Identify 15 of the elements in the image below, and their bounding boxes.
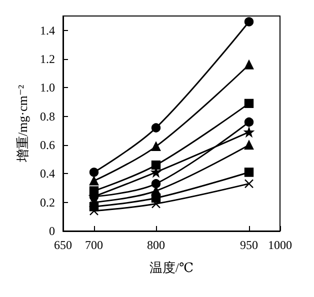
x-tick-label: 650 — [54, 238, 72, 252]
y-tick-label: 0.4 — [40, 166, 55, 181]
y-tick-label: 0.2 — [40, 195, 55, 210]
x-tick-label: 950 — [240, 238, 258, 252]
y-tick-label: 0.8 — [40, 109, 55, 124]
x-axis-title: 温度/℃ — [149, 260, 194, 275]
y-axis-title: 增重/mg·cm⁻² — [15, 84, 30, 164]
y-tick-label: 1.0 — [40, 80, 55, 95]
y-tick-label: 1.4 — [40, 23, 55, 38]
x-tick-label: 800 — [147, 238, 165, 252]
y-tick-label: 1.2 — [40, 52, 55, 66]
y-tick-label: 0.6 — [40, 138, 55, 152]
x-tick-label: 1000 — [268, 238, 292, 252]
y-tick-label: 0 — [49, 224, 55, 238]
x-tick-label: 700 — [85, 238, 103, 252]
